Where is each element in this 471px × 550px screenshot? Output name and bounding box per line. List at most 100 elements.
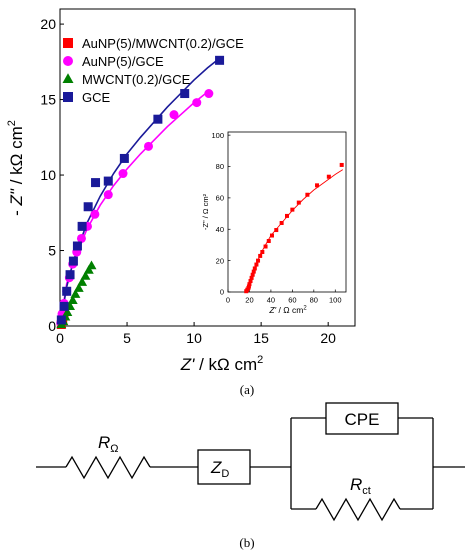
main-point-series-3 xyxy=(180,89,190,99)
main-plot-frame xyxy=(59,8,356,327)
inset-point-series-0 xyxy=(251,269,256,274)
inset-x-axis-label: Z' / Ω cm2 xyxy=(268,305,307,315)
main-point-series-3 xyxy=(119,153,129,163)
main-point-series-2 xyxy=(62,307,73,317)
main-point-series-1 xyxy=(169,110,179,120)
main-point-series-3 xyxy=(103,176,113,186)
inset-y-tick-label: 60 xyxy=(216,194,224,203)
inset-point-series-0 xyxy=(315,183,320,188)
main-point-series-1 xyxy=(90,209,100,219)
main-point-series-3 xyxy=(65,270,75,280)
main-impedance-chart: 0 5 10 15 20 0 5 10 15 20 Z' / kΩ cm2 - Z" / kΩ c… xyxy=(6,8,356,374)
main-x-tick-label: 5 xyxy=(123,330,131,346)
inset-point-series-0 xyxy=(305,192,310,197)
main-legend: AuNP(5)/MWCNT(0.2)/GCE AuNP(5)/GCE MWCNT(0… xyxy=(62,36,244,105)
main-point-series-3 xyxy=(62,286,72,296)
inset-point-series-0 xyxy=(256,258,261,263)
rct-label: Rct xyxy=(350,475,371,497)
inset-chart: 0 20 40 60 80 100 0 20 40 60 80 100 Z' / Ω cm2 -Z" … xyxy=(201,131,347,315)
main-point-series-3 xyxy=(59,301,69,311)
main-point-series-3 xyxy=(83,202,93,212)
main-point-series-3 xyxy=(215,55,225,65)
main-y-tick-label: 10 xyxy=(40,167,56,183)
main-y-tick-label: 5 xyxy=(48,242,56,258)
main-point-series-1 xyxy=(204,89,214,99)
r-omega-label: RΩ xyxy=(98,433,119,455)
legend-marker-series-0 xyxy=(63,38,73,48)
legend-label-series-1: AuNP(5)/GCE xyxy=(82,54,164,69)
main-y-axis-label: - Z" / kΩ cm2 xyxy=(6,120,26,216)
inset-x-tick-label: 40 xyxy=(267,296,275,305)
rct-resistor xyxy=(315,497,401,522)
legend-label-series-2: MWCNT(0.2)/GCE xyxy=(82,72,191,87)
main-x-tick-label: 10 xyxy=(186,330,202,346)
inset-point-series-0 xyxy=(266,239,271,244)
inset-point-series-0 xyxy=(274,228,279,233)
equivalent-circuit-diagram xyxy=(36,402,465,522)
cpe-label: CPE xyxy=(345,410,380,429)
inset-point-series-0 xyxy=(296,200,301,205)
main-data-points xyxy=(56,55,225,329)
zd-label: ZD xyxy=(210,458,229,480)
legend-marker-series-2 xyxy=(62,73,74,83)
inset-point-series-0 xyxy=(285,213,289,218)
inset-y-tick-label: 100 xyxy=(211,131,224,140)
inset-y-tick-label: 40 xyxy=(216,225,224,234)
inset-point-series-0 xyxy=(252,266,257,271)
inset-point-series-0 xyxy=(260,250,265,254)
inset-point-series-0 xyxy=(290,207,295,212)
inset-point-series-0 xyxy=(326,174,331,179)
inset-y-tick-label: 20 xyxy=(216,256,224,265)
inset-x-tick-label: 60 xyxy=(288,296,296,305)
inset-point-series-0 xyxy=(249,275,254,280)
inset-point-series-0 xyxy=(254,262,259,267)
inset-point-series-0 xyxy=(248,279,253,284)
inset-point-series-0 xyxy=(250,272,255,277)
panel-label-b: (b) xyxy=(239,535,254,550)
main-point-series-2 xyxy=(80,271,91,280)
main-point-series-3 xyxy=(56,315,66,325)
main-point-series-2 xyxy=(73,283,84,292)
main-y-tick-label: 0 xyxy=(48,318,56,334)
main-point-series-1 xyxy=(144,141,153,151)
main-point-series-2 xyxy=(67,295,78,304)
main-x-tick-label: 0 xyxy=(56,330,64,346)
main-point-series-3 xyxy=(91,178,101,188)
main-x-tick-label: 20 xyxy=(320,330,336,346)
main-x-axis-label: Z' / kΩ cm2 xyxy=(180,354,264,374)
inset-x-tick-label: 80 xyxy=(310,296,318,305)
r-omega-resistor xyxy=(65,455,151,480)
main-point-series-2 xyxy=(83,264,94,274)
inset-point-series-0 xyxy=(339,162,344,167)
inset-x-tick-label: 20 xyxy=(245,296,253,305)
legend-label-series-3: GCE xyxy=(82,90,111,105)
main-point-series-1 xyxy=(103,190,113,200)
inset-x-tick-label: 0 xyxy=(226,296,230,305)
main-point-series-3 xyxy=(77,221,87,231)
main-point-series-3 xyxy=(68,256,78,266)
main-x-tick-label: 15 xyxy=(253,330,269,346)
inset-y-tick-label: 80 xyxy=(216,162,224,171)
main-point-series-2 xyxy=(86,260,97,270)
legend-label-series-0: AuNP(5)/MWCNT(0.2)/GCE xyxy=(82,36,244,51)
inset-plot-frame xyxy=(227,131,347,293)
main-point-series-1 xyxy=(118,169,128,179)
inset-data-points xyxy=(244,162,344,294)
main-point-series-3 xyxy=(153,114,163,124)
inset-x-tick-label: 100 xyxy=(329,296,342,305)
main-point-series-2 xyxy=(77,277,88,286)
panel-label-a: (a) xyxy=(240,382,254,397)
main-y-tick-label: 15 xyxy=(40,91,56,107)
inset-point-series-0 xyxy=(263,244,268,249)
inset-y-axis-label: -Z" / Ω cm² xyxy=(201,193,210,230)
main-point-series-2 xyxy=(70,289,81,298)
main-y-tick-label: 20 xyxy=(40,16,56,32)
inset-point-series-0 xyxy=(258,253,263,258)
inset-point-series-0 xyxy=(246,284,251,289)
legend-marker-series-3 xyxy=(63,92,73,102)
inset-point-series-0 xyxy=(247,282,252,287)
inset-axis-ticks: 0 20 40 60 80 100 0 20 40 60 80 100 xyxy=(211,131,341,305)
main-point-series-1 xyxy=(76,233,86,243)
inset-point-series-0 xyxy=(279,220,284,225)
